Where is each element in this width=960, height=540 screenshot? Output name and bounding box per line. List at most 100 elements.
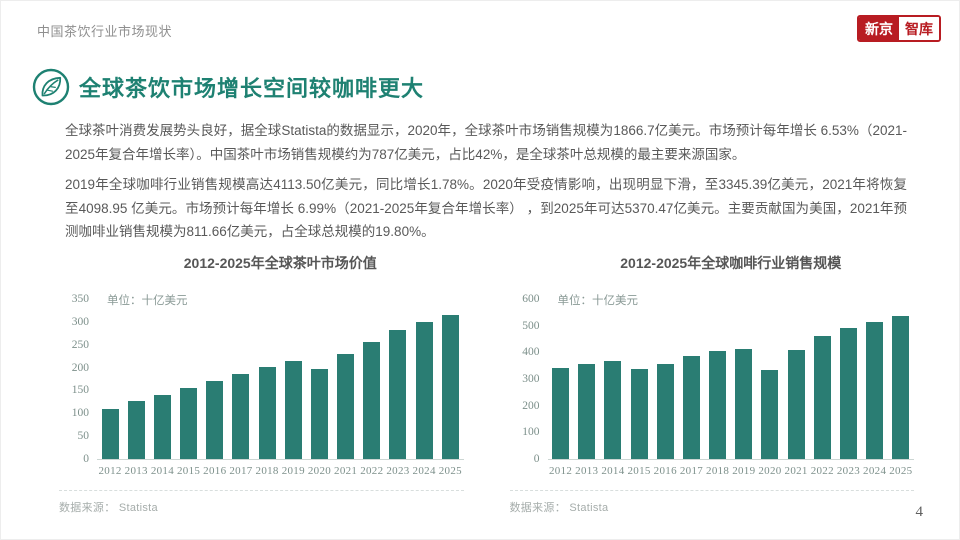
x-tick-label: 2014 bbox=[150, 465, 175, 477]
x-tick-label: 2016 bbox=[653, 465, 677, 477]
x-tick-label: 2019 bbox=[281, 465, 305, 477]
y-tick-label: 250 bbox=[71, 338, 89, 351]
data-source-label: 数据来源： Statista bbox=[59, 502, 158, 514]
y-tick-label: 150 bbox=[71, 384, 89, 397]
tea-market-chart: 2012-2025年全球茶叶市场价值 单位：十亿美元 0 50 100 150 200 2… bbox=[59, 253, 464, 515]
bar-column bbox=[333, 299, 359, 459]
bar-2023 bbox=[389, 330, 407, 459]
bar-2014 bbox=[604, 361, 622, 459]
page-number: 4 bbox=[915, 504, 924, 520]
bar-column bbox=[437, 299, 463, 459]
x-tick-label: 2015 bbox=[627, 465, 651, 477]
leaf-icon bbox=[31, 67, 71, 107]
bar-column bbox=[652, 299, 678, 459]
bar-2017 bbox=[232, 373, 250, 459]
y-tick-label: 200 bbox=[522, 399, 540, 412]
bar-2012 bbox=[101, 408, 119, 459]
bar-2022 bbox=[363, 342, 381, 459]
y-tick-label: 200 bbox=[71, 361, 89, 374]
bar-2022 bbox=[813, 336, 831, 459]
bar-column bbox=[783, 299, 809, 459]
x-tick-label: 2024 bbox=[863, 465, 887, 477]
axis-unit-label: 单位：十亿美元 bbox=[557, 295, 639, 307]
bar-column bbox=[705, 299, 731, 459]
bar-2017 bbox=[682, 356, 700, 459]
bar-2023 bbox=[839, 328, 857, 459]
data-source-row: 数据来源： Statista bbox=[59, 490, 464, 515]
bars-container bbox=[97, 299, 464, 459]
bar-column bbox=[888, 299, 914, 459]
bar-2025 bbox=[441, 314, 459, 459]
headline: 全球茶饮市场增长空间较咖啡更大 bbox=[31, 67, 424, 107]
data-source-label: 数据来源： Statista bbox=[509, 502, 609, 514]
chart-title: 2012-2025年全球茶叶市场价值 bbox=[183, 255, 377, 271]
top-bar: 中国茶饮行业市场现状 新京 智库 bbox=[37, 15, 941, 42]
x-tick-label: 2012 bbox=[548, 465, 573, 477]
x-tick-label: 2023 bbox=[386, 465, 410, 477]
bars-container bbox=[548, 299, 915, 459]
data-source-row: 数据来源： Statista bbox=[509, 490, 914, 515]
bar-2015 bbox=[630, 368, 648, 459]
x-tick-label: 2019 bbox=[732, 465, 756, 477]
axis-unit-label: 单位：十亿美元 bbox=[107, 295, 188, 307]
paragraph-coffee-market: 2019年全球咖啡行业销售规模高达4113.50亿美元，同比增长1.78%。20… bbox=[65, 177, 907, 240]
x-tick-label: 2015 bbox=[177, 465, 201, 477]
x-axis-labels: 2012 2013 2014 2015 2016 2017 2018 2019 2020 2021… bbox=[548, 465, 915, 477]
chart-title: 2012-2025年全球咖啡行业销售规模 bbox=[620, 255, 842, 271]
bar-column bbox=[123, 299, 149, 459]
brand-logo: 新京 智库 bbox=[857, 15, 941, 42]
x-axis-labels: 2012 2013 2014 2015 2016 2017 2018 2019 2020 2021… bbox=[97, 465, 464, 477]
x-tick-label: 2013 bbox=[575, 465, 599, 477]
bar-column bbox=[600, 299, 626, 459]
bar-column bbox=[176, 299, 202, 459]
y-tick-label: 50 bbox=[77, 430, 90, 443]
bar-column bbox=[678, 299, 704, 459]
x-tick-label: 2023 bbox=[836, 465, 861, 477]
x-tick-label: 2013 bbox=[124, 465, 148, 477]
x-tick-label: 2018 bbox=[255, 465, 279, 477]
bar-2012 bbox=[552, 368, 570, 459]
chart-plot-area: 单位：十亿美元 0 100 200 300 400 500 600 bbox=[522, 293, 915, 465]
bar-2020 bbox=[310, 368, 328, 459]
x-tick-label: 2017 bbox=[229, 465, 253, 477]
y-tick-label: 100 bbox=[71, 407, 89, 420]
bar-2013 bbox=[127, 401, 145, 459]
x-tick-label: 2012 bbox=[98, 465, 122, 477]
bar-column bbox=[574, 299, 600, 459]
bar-2019 bbox=[735, 349, 753, 459]
bar-2016 bbox=[206, 380, 224, 459]
x-tick-label: 2018 bbox=[706, 465, 730, 477]
bar-column bbox=[359, 299, 385, 459]
bar-column bbox=[835, 299, 861, 459]
page-title: 全球茶饮市场增长空间较咖啡更大 bbox=[79, 76, 425, 101]
x-tick-label: 2017 bbox=[679, 465, 704, 477]
y-tick-label: 500 bbox=[522, 319, 540, 332]
y-tick-label: 300 bbox=[522, 373, 540, 385]
breadcrumb-title: 中国茶饮行业市场现状 bbox=[37, 24, 173, 39]
bar-column bbox=[626, 299, 652, 459]
bar-column bbox=[254, 299, 280, 459]
paragraph-tea-market: 全球茶叶消费发展势头良好，据全球Statista的数据显示，2020年，全球茶叶… bbox=[65, 123, 907, 162]
bar-2025 bbox=[892, 315, 910, 459]
bar-2018 bbox=[709, 351, 727, 459]
y-tick-label: 0 bbox=[533, 453, 540, 465]
bar-column bbox=[149, 299, 175, 459]
bar-column bbox=[385, 299, 411, 459]
x-tick-label: 2021 bbox=[334, 465, 358, 477]
bar-2018 bbox=[258, 366, 276, 459]
x-tick-label: 2025 bbox=[438, 465, 462, 477]
chart-plot-area: 单位：十亿美元 0 50 100 150 200 250 300 350 bbox=[72, 293, 464, 465]
x-tick-label: 2024 bbox=[412, 465, 436, 477]
y-tick-label: 0 bbox=[83, 453, 89, 465]
bar-column bbox=[809, 299, 835, 459]
bar-column bbox=[228, 299, 254, 459]
bar-column bbox=[548, 299, 574, 459]
bar-2024 bbox=[415, 322, 433, 459]
bar-2020 bbox=[761, 369, 779, 459]
bar-2021 bbox=[337, 354, 355, 459]
bar-2015 bbox=[180, 387, 198, 459]
bar-2021 bbox=[787, 349, 805, 459]
x-tick-label: 2025 bbox=[889, 465, 913, 477]
bar-column bbox=[280, 299, 306, 459]
